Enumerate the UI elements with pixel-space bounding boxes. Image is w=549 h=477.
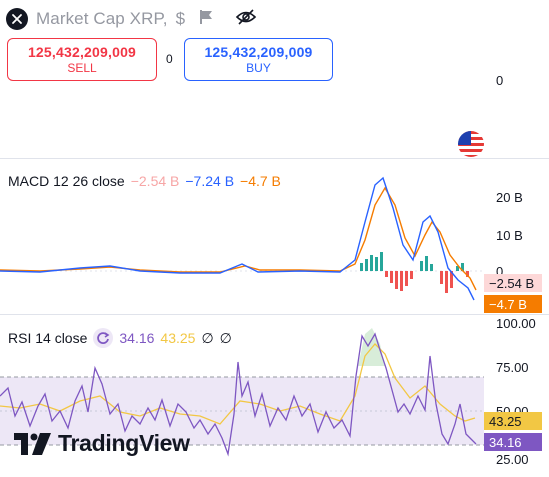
macd-hist-bar [425, 256, 428, 271]
macd-hist-bar [466, 271, 469, 277]
macd-hist-bar [370, 255, 373, 271]
sell-button[interactable]: 125,432,209,009 SELL [7, 38, 157, 81]
pane-separator[interactable] [0, 314, 549, 315]
macd-hist-bar [405, 271, 408, 286]
macd-hist-bar [385, 271, 388, 277]
rsi-empty-value: ∅ [201, 329, 214, 346]
macd-legend-name: MACD 12 26 close [8, 173, 125, 189]
currency-label[interactable]: $ [175, 9, 186, 28]
macd-line [0, 176, 475, 301]
macd-hist-bar [450, 271, 453, 288]
rsi-empty-value: ∅ [219, 329, 232, 346]
refresh-icon[interactable] [93, 328, 114, 348]
rsi-legend[interactable]: RSI 14 close 34.16 43.25 ∅ ∅ [8, 328, 232, 348]
buy-price: 125,432,209,009 [204, 44, 313, 60]
rsi-value: 34.16 [119, 330, 155, 346]
symbol-title[interactable]: Market Cap XRP, [36, 9, 168, 28]
macd-hist-bar [410, 271, 413, 279]
us-flag-icon[interactable] [458, 131, 484, 157]
macd-hist-bar [395, 271, 398, 289]
macd-hist-bar [461, 263, 464, 271]
sell-label: SELL [67, 61, 97, 75]
rsi-overbought-fill [358, 328, 385, 366]
rsi-legend-name: RSI 14 close [8, 330, 88, 346]
rsi-ma-badge: 43.25 [484, 412, 542, 430]
macd-signal-line [0, 186, 477, 291]
flag-marker-icon[interactable] [199, 9, 215, 30]
macd-legend[interactable]: MACD 12 26 close −2.54 B −7.24 B −4.7 B [8, 173, 281, 189]
macd-hist-bar [420, 261, 423, 271]
macd-histogram-value: −2.54 B [130, 173, 180, 189]
macd-hist-bar [380, 252, 383, 271]
macd-hist-bar [445, 271, 448, 293]
macd-hist-bar [365, 259, 368, 271]
hide-eye-icon[interactable] [235, 8, 257, 30]
macd-histogram [360, 252, 469, 293]
macd-axis-label: 20 B [496, 190, 523, 205]
macd-plot[interactable] [0, 160, 484, 312]
chart-header: Market Cap XRP, $ [6, 6, 257, 32]
spread-value: 0 [166, 52, 173, 66]
macd-histogram-badge: −2.54 B [484, 274, 542, 292]
tradingview-logo-text: TradingView [58, 430, 190, 456]
macd-hist-bar [360, 263, 363, 271]
macd-hist-bar [430, 264, 433, 271]
macd-hist-bar [456, 266, 459, 271]
macd-hist-bar [375, 257, 378, 271]
macd-signal-value: −4.7 B [240, 173, 281, 189]
macd-line-value: −7.24 B [185, 173, 235, 189]
rsi-axis-label: 25.00 [496, 452, 529, 467]
close-icon[interactable] [6, 8, 28, 30]
buy-label: BUY [246, 61, 271, 75]
rsi-ma-value: 43.25 [160, 330, 196, 346]
tradingview-logo-icon [14, 432, 51, 455]
macd-axis-label: 0 [496, 264, 504, 279]
rsi-badge: 34.16 [484, 433, 542, 451]
macd-hist-bar [400, 271, 403, 291]
pane-separator[interactable] [0, 158, 549, 159]
rsi-plot[interactable] [0, 316, 484, 477]
main-price-axis-label: 0 [496, 73, 504, 88]
tradingview-logo[interactable]: TradingView [14, 430, 190, 457]
sell-price: 125,432,209,009 [27, 44, 137, 60]
macd-signal-badge: −4.7 B [484, 295, 542, 313]
rsi-axis-label: 75.00 [496, 360, 529, 375]
buy-button[interactable]: 125,432,209,009 BUY [184, 38, 333, 81]
rsi-axis-label: 100.00 [496, 316, 536, 331]
macd-axis-label: 10 B [496, 228, 523, 243]
rsi-line [0, 332, 477, 457]
macd-hist-bar [390, 271, 393, 283]
macd-hist-bar [440, 271, 443, 284]
